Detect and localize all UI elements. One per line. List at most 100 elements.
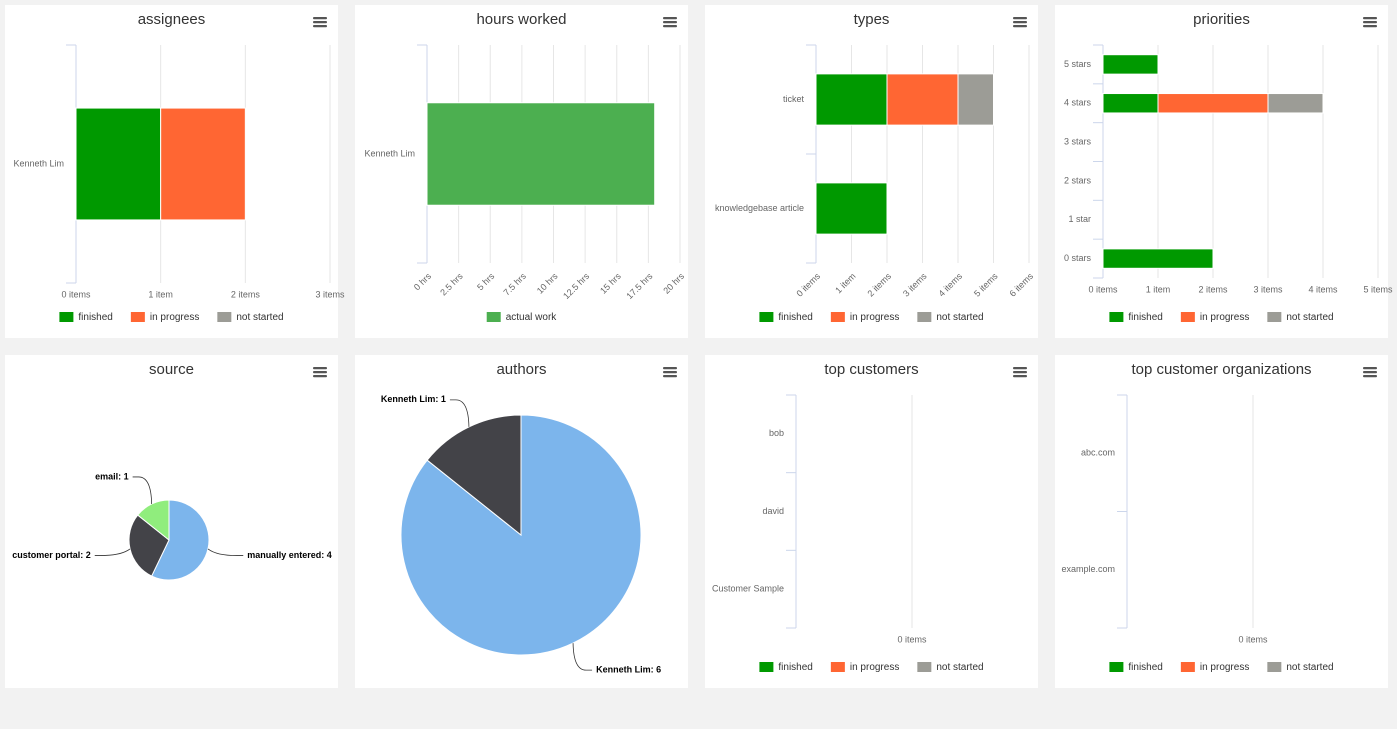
- x-tick-label: 3 items: [315, 289, 345, 299]
- legend-label: finished: [1128, 312, 1162, 323]
- menu-bar: [663, 375, 677, 378]
- menu-button[interactable]: [1363, 367, 1377, 378]
- y-tick-label: abc.com: [1081, 448, 1115, 458]
- chart-title: assignees: [138, 11, 206, 28]
- menu-button[interactable]: [313, 367, 327, 378]
- menu-bar: [663, 367, 677, 370]
- menu-bar: [313, 17, 327, 20]
- y-tick-label: 1 star: [1068, 214, 1091, 224]
- legend-label: not started: [1286, 662, 1333, 673]
- chart-panel: priorities 0 items 1 item 2 items 3 items 4 i…: [1055, 5, 1393, 338]
- chart-panel: assignees 0 items 1 item 2 items 3 items Kenn…: [5, 5, 345, 338]
- menu-button[interactable]: [663, 17, 677, 28]
- data-label: manually entered: 4: [247, 550, 332, 560]
- menu-bar: [1013, 375, 1027, 378]
- legend-label: finished: [1128, 662, 1162, 673]
- legend-swatch: [1267, 312, 1282, 322]
- legend-label: not started: [1286, 312, 1333, 323]
- menu-bar: [1013, 17, 1027, 20]
- y-tick-label: Kenneth Lim: [13, 158, 64, 168]
- menu-bar: [313, 375, 327, 378]
- menu-bar: [313, 21, 327, 24]
- y-tick-label: bob: [769, 428, 784, 438]
- legend-swatch: [917, 312, 932, 322]
- legend-label: in progress: [1200, 312, 1249, 323]
- menu-button[interactable]: [1363, 17, 1377, 28]
- bar: [160, 107, 246, 221]
- menu-button[interactable]: [313, 17, 327, 28]
- menu-bar: [313, 25, 327, 28]
- menu-bar: [1013, 371, 1027, 374]
- chart-title: priorities: [1193, 11, 1250, 28]
- x-tick-label: 4 items: [1308, 284, 1338, 294]
- data-label: email: 1: [95, 471, 129, 481]
- bar: [815, 182, 888, 235]
- menu-bar: [1013, 25, 1027, 28]
- menu-bar: [1013, 21, 1027, 24]
- data-label: Kenneth Lim: 1: [381, 394, 446, 404]
- bar: [1157, 93, 1269, 114]
- label-connector: [572, 643, 593, 671]
- chart-title: top customers: [824, 361, 918, 378]
- menu-bar: [663, 17, 677, 20]
- legend-swatch: [217, 312, 232, 322]
- bar: [1102, 93, 1159, 114]
- label-connector: [132, 476, 153, 504]
- pie-slice: [400, 414, 642, 656]
- menu-button[interactable]: [1013, 367, 1027, 378]
- legend-swatch: [486, 312, 501, 322]
- legend-swatch: [1109, 312, 1124, 322]
- panel-background: [1055, 355, 1388, 688]
- y-tick-label: 4 stars: [1064, 98, 1092, 108]
- menu-bar: [1013, 367, 1027, 370]
- menu-bar: [663, 21, 677, 24]
- x-tick-label: 5 items: [1363, 284, 1393, 294]
- menu-bar: [663, 25, 677, 28]
- y-tick-label: 3 stars: [1064, 136, 1092, 146]
- legend-swatch: [917, 662, 932, 672]
- legend-swatch: [1109, 662, 1124, 672]
- legend-swatch: [1180, 312, 1195, 322]
- menu-bar: [663, 371, 677, 374]
- chart-title: hours worked: [476, 11, 566, 28]
- menu-bar: [1363, 21, 1377, 24]
- y-tick-label: Customer Sample: [712, 584, 784, 594]
- legend-label: finished: [778, 662, 812, 673]
- chart-title: top customer organizations: [1131, 361, 1311, 378]
- legend-swatch: [759, 662, 774, 672]
- x-tick-label: 2 items: [1198, 284, 1228, 294]
- y-tick-label: example.com: [1061, 564, 1115, 574]
- legend-label: in progress: [150, 312, 199, 323]
- data-label: customer portal: 2: [12, 550, 91, 560]
- legend-swatch: [830, 312, 845, 322]
- x-tick-label: 1 item: [1146, 284, 1171, 294]
- menu-bar: [1363, 371, 1377, 374]
- y-tick-label: 0 stars: [1064, 253, 1092, 263]
- x-tick-label: 0 items: [61, 289, 91, 299]
- menu-bar: [1363, 17, 1377, 20]
- menu-button[interactable]: [663, 367, 677, 378]
- chart-panel: source manually entered: 4 customer portal…: [5, 355, 338, 688]
- y-tick-label: 2 stars: [1064, 175, 1092, 185]
- legend-label: in progress: [1200, 662, 1249, 673]
- menu-bar: [1363, 367, 1377, 370]
- pie-slice: [150, 499, 210, 581]
- menu-bar: [1363, 375, 1377, 378]
- menu-button[interactable]: [1013, 17, 1027, 28]
- data-label: Kenneth Lim: 6: [596, 665, 661, 675]
- pie-slice: [137, 499, 170, 542]
- y-tick-label: david: [762, 506, 784, 516]
- legend-swatch: [830, 662, 845, 672]
- menu-bar: [313, 367, 327, 370]
- panel-background: [705, 5, 1038, 338]
- x-tick-label: 0 items: [1088, 284, 1118, 294]
- legend-label: finished: [78, 312, 112, 323]
- x-tick-label: 1 item: [148, 289, 173, 299]
- label-connector: [449, 399, 470, 427]
- y-tick-label: 5 stars: [1064, 59, 1092, 69]
- legend-swatch: [759, 312, 774, 322]
- bar: [1102, 248, 1214, 269]
